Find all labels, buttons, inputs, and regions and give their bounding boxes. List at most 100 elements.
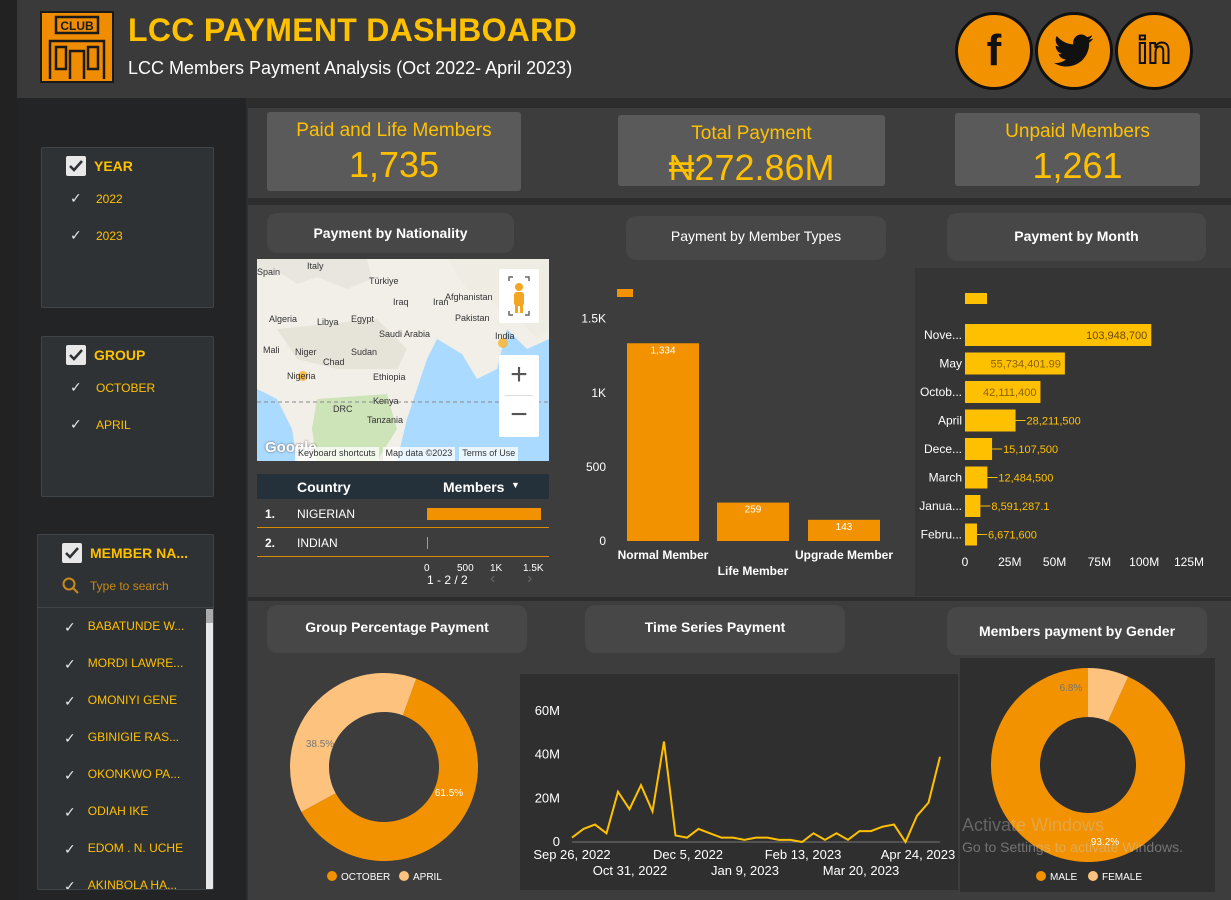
kpi-value: 1,735 [348,144,440,185]
x-tick-label: 100M [1129,555,1159,569]
bar[interactable] [627,343,699,541]
bar[interactable] [965,352,1065,375]
check-icon: ✓ [64,878,76,890]
member-option[interactable]: ✓ MORDI LAWRE... [64,656,183,673]
page-subtitle: LCC Members Payment Analysis (Oct 2022- … [128,58,573,78]
bar[interactable] [965,438,993,460]
y-tick-label: 500 [586,460,606,474]
bar[interactable] [965,409,1016,432]
pie-slice[interactable] [301,678,478,861]
member-option[interactable]: ✓ ODIAH IKE [64,804,148,821]
street-view-button[interactable] [499,269,539,323]
bar[interactable] [965,381,1041,403]
map-label: Iran [433,297,449,307]
x-tick-label: 50M [1043,555,1066,569]
legend-label: MALE [1050,872,1078,883]
series-line[interactable] [571,741,941,845]
pie-slice[interactable] [991,668,1185,862]
member-search[interactable]: Type to search [62,577,213,595]
legend-dot [399,871,409,881]
bar[interactable] [717,502,789,541]
y-tick-label: Octob... [920,385,962,399]
scrollbar[interactable] [206,609,213,889]
pie-slice[interactable] [290,673,417,812]
member-option[interactable]: ✓ BABATUNDE W... [64,619,184,636]
slice-value-label: 61.5% [435,788,463,799]
group-filter-header[interactable]: GROUP [66,345,213,365]
select-all-checkbox[interactable] [62,543,82,563]
zoom-out-button[interactable]: − [510,398,528,431]
next-page-icon[interactable]: › [527,570,533,587]
bar[interactable] [808,519,880,541]
member-option[interactable]: ✓ OMONIYI GENE [64,693,177,710]
terms-link[interactable]: Terms of Use [459,447,519,461]
facebook-link[interactable]: f [955,12,1033,90]
slice-value-label: 93.2% [1091,837,1119,848]
scrollbar-thumb[interactable] [206,609,213,623]
table-row[interactable]: 2. INDIAN [257,529,549,557]
legend-label: APRIL [413,872,442,883]
pie-slice[interactable] [1088,668,1129,722]
group-donut-chart: 61.5% 38.5% OCTOBER APRIL [290,673,478,883]
nationality-map[interactable]: Spain Italy Türkiye Afghanistan Algeria Libya… [257,259,549,461]
column-header-country[interactable]: Country [297,479,351,495]
member-option-label: OKONKWO PA... [87,767,181,781]
linkedin-icon: in [1136,29,1172,73]
bar[interactable] [965,466,988,489]
year-option-2023[interactable]: ✓ 2023 [70,227,213,244]
divider [505,395,533,396]
group-option-april[interactable]: ✓ APRIL [70,416,213,433]
y-tick-label: 0 [599,534,606,548]
check-icon: ✓ [64,841,76,857]
y-tick-label: Dece... [924,442,962,456]
column-header-members[interactable]: Members [443,479,505,495]
twitter-link[interactable] [1035,12,1113,90]
option-label: OCTOBER [96,380,156,395]
year-option-2022[interactable]: ✓ 2022 [70,190,213,207]
member-option[interactable]: ✓ GBINIGIE RAS... [64,730,179,747]
y-tick-label: May [939,357,962,371]
linkedin-link[interactable]: in [1115,12,1193,90]
bar[interactable] [965,523,977,546]
group-option-october[interactable]: ✓ OCTOBER [70,379,213,396]
y-tick-label: Nove... [924,328,962,342]
page-title: LCC PAYMENT DASHBOARD [128,12,577,48]
kpi-paid-life-members: Paid and Life Members 1,735 [267,112,521,191]
keyboard-shortcuts-link[interactable]: Keyboard shortcuts [295,447,379,461]
zoom-in-button[interactable]: + [510,358,528,391]
search-input[interactable]: Type to search [90,579,169,593]
member-option[interactable]: ✓ AKINBOLA HA... [64,878,177,890]
check-icon: ✓ [70,379,82,395]
month-title: Payment by Month [947,213,1206,261]
bar[interactable] [965,324,1152,346]
prev-page-icon[interactable]: ‹ [490,570,496,587]
map-label: Mali [263,345,280,355]
legend-dot [327,871,337,881]
month-chart: Nove... 103,948,700 May 55,734,401.99 Octob.… [915,268,1231,596]
member-filter-header[interactable]: MEMBER NA... [62,543,213,563]
member-types-chart: 0 500 1K 1.5K 1,334 259 143 Normal Member Life M… [581,289,893,578]
member-option[interactable]: ✓ EDOM . N. UCHE [64,841,183,858]
member-name-filter: MEMBER NA... Type to search ✓ BABATUNDE W… [37,534,214,890]
kpi-label: Unpaid Members [1005,121,1150,142]
map-label: Sudan [351,347,378,357]
sort-desc-icon[interactable]: ▼ [511,480,520,490]
select-all-checkbox[interactable] [66,156,86,176]
country-table-header: Country Members ▼ [257,474,549,499]
legend-swatch [617,289,633,297]
year-filter-header[interactable]: YEAR [66,156,213,176]
table-row[interactable]: 1. NIGERIAN [257,500,549,528]
member-option[interactable]: ✓ OKONKWO PA... [64,767,180,784]
slice-value-label: 6.8% [1060,683,1083,694]
bar-value-label: 28,211,500 [1027,416,1081,428]
y-tick-label: April [938,414,962,428]
check-icon: ✓ [64,730,76,746]
legend-label: FEMALE [1102,872,1142,883]
check-icon: ✓ [70,416,82,432]
x-tick-label: Dec 5, 2022 [653,847,723,862]
bar[interactable] [965,495,981,517]
member-option-label: MORDI LAWRE... [87,656,184,670]
select-all-checkbox[interactable] [66,345,86,365]
x-tick-label: Feb 13, 2023 [765,847,842,862]
search-icon [62,577,79,594]
